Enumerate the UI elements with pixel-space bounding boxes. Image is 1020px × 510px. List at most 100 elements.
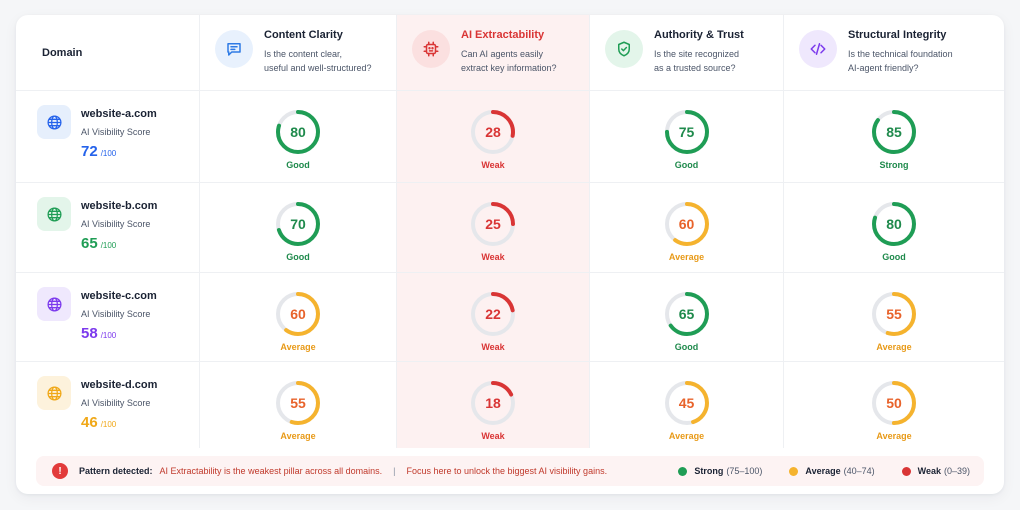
score-rating: Weak bbox=[481, 252, 505, 262]
score-cell: 70 Good bbox=[200, 183, 397, 273]
score-value: 70 bbox=[290, 216, 306, 232]
score-gauge: 80 bbox=[870, 200, 918, 248]
pillar-title: Structural Integrity bbox=[848, 29, 947, 41]
score-value: 45 bbox=[678, 395, 695, 411]
legend-dot bbox=[678, 466, 688, 476]
score-rating: Good bbox=[674, 160, 699, 170]
score-rating: Average bbox=[876, 431, 912, 441]
pillar-header-structural-integrity: Structural Integrity Is the technical fo… bbox=[784, 15, 1004, 91]
pattern-banner: ! Pattern detected: AI Extractability is… bbox=[36, 456, 984, 486]
domain-name: website-a.com bbox=[81, 108, 157, 120]
legend-dot bbox=[901, 466, 911, 476]
code-icon bbox=[799, 30, 837, 68]
globe-icon bbox=[37, 105, 71, 139]
pattern-separator: | bbox=[393, 466, 396, 476]
score-cell: 60 Average bbox=[200, 273, 397, 362]
visibility-score-value: 58 bbox=[81, 325, 98, 342]
domain-name: website-b.com bbox=[81, 200, 158, 212]
score-rating: Strong bbox=[879, 160, 909, 170]
globe-icon bbox=[37, 197, 71, 231]
score-value: 80 bbox=[886, 216, 902, 232]
score-cell: 22 Weak bbox=[397, 273, 590, 362]
score-value: 75 bbox=[678, 124, 695, 140]
pillar-title: AI Extractability bbox=[461, 29, 545, 41]
visibility-score-max: /100 bbox=[100, 420, 117, 429]
score-gauge: 70 bbox=[274, 200, 322, 248]
chip-icon bbox=[412, 30, 450, 68]
visibility-score-value: 65 bbox=[81, 235, 98, 252]
pillar-header-authority-trust: Authority & Trust Is the site recognized… bbox=[590, 15, 784, 91]
score-cell: 80 Good bbox=[784, 183, 1004, 273]
visibility-score-max: /100 bbox=[100, 331, 117, 340]
pattern-label: Pattern detected: bbox=[79, 466, 153, 476]
domain-row-header: website-d.com AI Visibility Score 46/100 bbox=[16, 362, 200, 448]
score-rating: Average bbox=[280, 431, 316, 441]
visibility-score-label: AI Visibility Score bbox=[81, 127, 151, 137]
score-gauge: 60 bbox=[274, 290, 322, 338]
score-rating: Good bbox=[674, 342, 699, 352]
score-value: 85 bbox=[886, 124, 902, 140]
score-rating: Average bbox=[876, 342, 912, 352]
score-cell: 55 Average bbox=[784, 273, 1004, 362]
score-rating: Average bbox=[668, 431, 705, 441]
legend-name: Strong bbox=[694, 466, 724, 476]
score-gauge: 85 bbox=[870, 108, 918, 156]
globe-icon bbox=[37, 287, 71, 321]
score-value: 28 bbox=[485, 124, 501, 140]
score-value: 60 bbox=[290, 306, 306, 322]
visibility-score-label: AI Visibility Score bbox=[81, 219, 151, 229]
alert-icon: ! bbox=[52, 463, 68, 479]
score-rating: Weak bbox=[481, 342, 505, 352]
legend-range: (40–74) bbox=[843, 466, 875, 476]
globe-icon bbox=[37, 376, 71, 410]
score-gauge: 55 bbox=[274, 379, 322, 427]
legend-item-weak: Weak (0–39) bbox=[901, 466, 970, 476]
legend-name: Average bbox=[805, 466, 841, 476]
domain-header-label: Domain bbox=[42, 46, 83, 59]
score-value: 25 bbox=[485, 216, 501, 232]
pillar-description: Can AI agents easily extract key informa… bbox=[461, 49, 557, 73]
score-cell: 85 Strong bbox=[784, 91, 1004, 183]
score-gauge: 75 bbox=[663, 108, 711, 156]
score-cell: 45 Average bbox=[590, 362, 784, 448]
score-cell: 55 Average bbox=[200, 362, 397, 448]
score-gauge: 45 bbox=[663, 379, 711, 427]
domain-row-header: website-c.com AI Visibility Score 58/100 bbox=[16, 273, 200, 362]
score-cell: 18 Weak bbox=[397, 362, 590, 448]
legend-range: (75–100) bbox=[726, 466, 763, 476]
score-value: 50 bbox=[886, 395, 902, 411]
score-value: 60 bbox=[678, 216, 695, 232]
score-gauge: 25 bbox=[469, 200, 517, 248]
score-rating: Average bbox=[668, 252, 705, 262]
pattern-recommendation: Focus here to unlock the biggest AI visi… bbox=[406, 466, 608, 476]
legend: Strong (75–100) Average (40–74) Weak (0–… bbox=[651, 456, 970, 486]
legend-item-strong: Strong (75–100) bbox=[678, 466, 762, 476]
score-gauge: 50 bbox=[870, 379, 918, 427]
pillar-title: Content Clarity bbox=[264, 29, 343, 41]
visibility-score-label: AI Visibility Score bbox=[81, 309, 151, 319]
score-cell: 28 Weak bbox=[397, 91, 590, 183]
score-value: 22 bbox=[485, 306, 501, 322]
visibility-score-label: AI Visibility Score bbox=[81, 398, 151, 408]
score-rating: Weak bbox=[481, 431, 505, 441]
visibility-score-max: /100 bbox=[100, 149, 117, 158]
visibility-card: Domain Content Clarity Is the content cl… bbox=[16, 15, 1004, 494]
score-rating: Good bbox=[286, 160, 310, 170]
score-rating: Good bbox=[882, 252, 906, 262]
legend-item-average: Average (40–74) bbox=[789, 466, 875, 476]
score-gauge: 22 bbox=[469, 290, 517, 338]
score-cell: 60 Average bbox=[590, 183, 784, 273]
domain-name: website-c.com bbox=[81, 290, 157, 302]
legend-range: (0–39) bbox=[943, 466, 970, 476]
visibility-score-value: 72 bbox=[81, 143, 98, 160]
score-cell: 65 Good bbox=[590, 273, 784, 362]
score-gauge: 28 bbox=[469, 108, 517, 156]
score-rating: Good bbox=[286, 252, 310, 262]
score-gauge: 60 bbox=[663, 200, 711, 248]
score-gauge: 80 bbox=[274, 108, 322, 156]
score-value: 80 bbox=[290, 124, 306, 140]
legend-name: Weak bbox=[917, 466, 941, 476]
domain-row-header: website-a.com AI Visibility Score 72/100 bbox=[16, 91, 200, 183]
score-gauge: 55 bbox=[870, 290, 918, 338]
pattern-text: AI Extractability is the weakest pillar … bbox=[159, 466, 383, 476]
